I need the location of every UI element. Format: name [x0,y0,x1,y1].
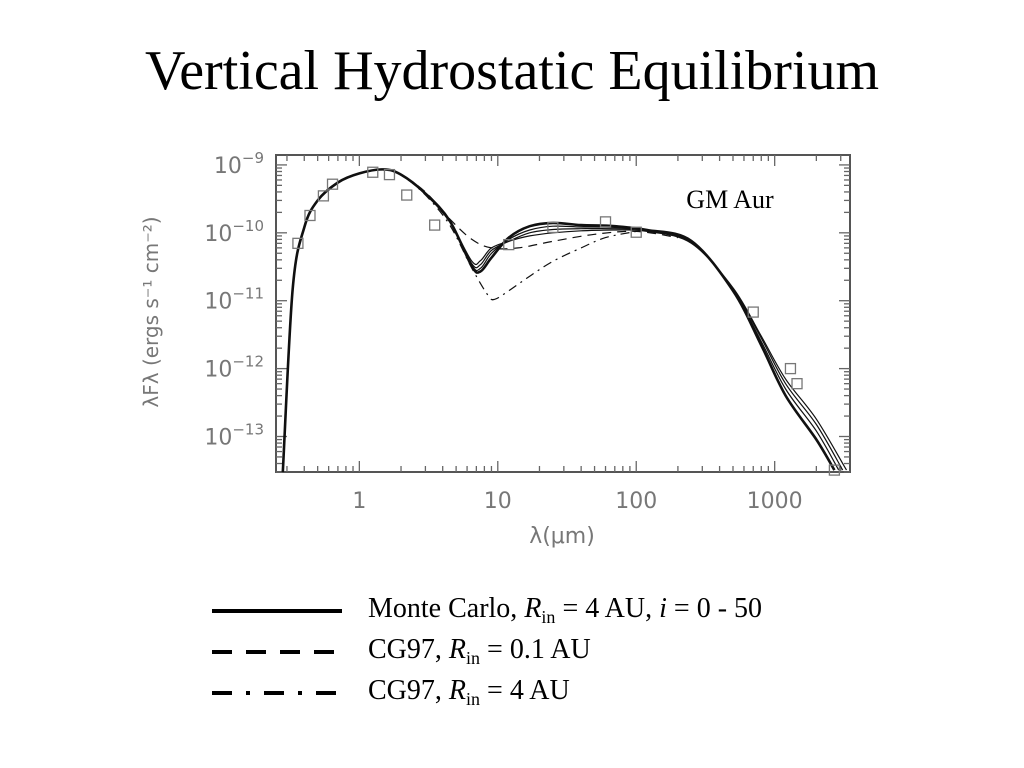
y-tick-labels: 10−9 10−10 10−11 10−12 10−13 [204,149,264,451]
observed-point [326,178,339,190]
series-line-dashed-4 [282,169,678,473]
legend-label-monte-carlo: Monte Carlo, Rin = 4 AU, i = 0 - 50 [368,593,763,627]
plot-frame [275,154,851,473]
series-line-solid-3 [282,169,848,473]
observed-point [599,216,612,228]
observed-point [401,189,413,201]
series-line-dashdot-5 [282,169,637,473]
object-annotation: GM Aur [686,185,774,214]
series-line-solid-2 [282,169,844,473]
plot-frame-layer [275,154,851,473]
x-tick-labels: 1 10 100 1000 [352,489,802,514]
observed-point [791,378,803,390]
x-tick-label: 10 [484,489,512,514]
observed-point [383,168,396,181]
series-layer [281,168,848,473]
x-axis-label: λ(μm) [529,524,595,549]
sed-chart: 1 10 100 1000 10−9 10−10 10−11 10−12 10−13 λ(μm… [139,149,851,549]
y-tick-label: 10−11 [204,285,264,315]
y-tick-label: 10−9 [214,149,264,179]
observed-point [784,362,797,375]
observed-point [429,219,441,231]
legend-swatch-solid [212,609,342,613]
y-tick-label: 10−12 [204,353,264,383]
legend-swatch-dashdot [212,691,342,695]
observed-point [367,166,379,178]
observed-point [304,209,316,222]
series-line-solid-1 [282,169,840,473]
x-tick-label: 1000 [747,489,803,514]
legend-swatch-dashed [212,650,342,654]
slide-title: Vertical Hydrostatic Equilibrium [144,40,880,102]
x-tick-label: 100 [615,489,657,514]
observed-point [503,238,515,251]
observed-point [317,190,330,202]
observed-point [292,237,304,249]
legend-label-cg97-4: CG97, Rin = 4 AU [368,675,570,709]
observed-points-layer [292,166,841,476]
observed-point [630,226,642,238]
legend-label-cg97-0-1: CG97, Rin = 0.1 AU [368,634,591,668]
y-tick-label: 10−10 [204,217,264,247]
observed-point [828,464,841,476]
observed-point [547,221,559,234]
y-tick-label: 10−13 [204,420,264,450]
x-tick-label: 1 [352,489,366,514]
observed-point [747,306,759,318]
tick-marks [276,155,850,473]
y-axis-label: λFλ (ergs s⁻¹ cm⁻²) [139,216,163,407]
